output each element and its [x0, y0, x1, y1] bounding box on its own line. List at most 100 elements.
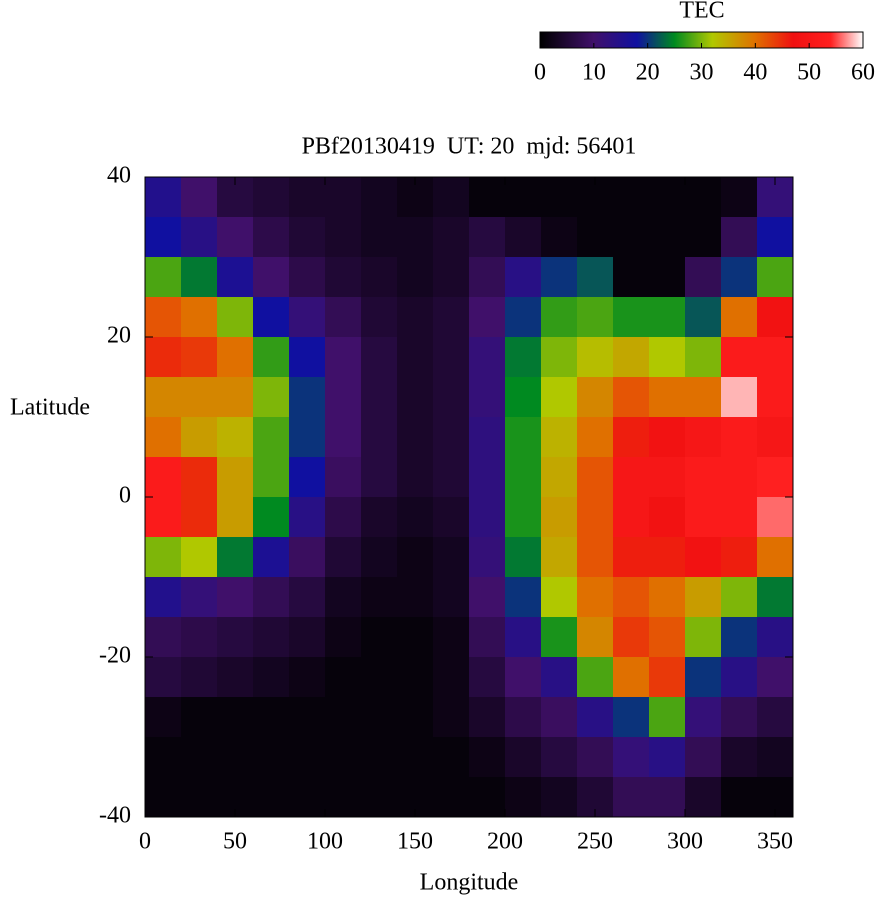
heatmap-cell — [253, 617, 290, 658]
heatmap-cell — [145, 657, 182, 698]
y-tick-label: 0 — [119, 483, 131, 509]
heatmap-cell — [325, 417, 362, 458]
heatmap-cell — [181, 457, 218, 498]
heatmap-cell — [541, 217, 578, 258]
heatmap-cell — [433, 497, 470, 538]
colorbar-tick-label: 60 — [851, 60, 875, 86]
heatmap-cell — [181, 337, 218, 378]
heatmap-cell — [649, 217, 686, 258]
heatmap-cell — [397, 737, 434, 778]
heatmap-cell — [217, 657, 254, 698]
heatmap-cell — [469, 457, 506, 498]
colorbar-label: TEC — [679, 0, 724, 24]
heatmap-cell — [361, 657, 398, 698]
heatmap-cell — [649, 497, 686, 538]
heatmap-cell — [757, 737, 794, 778]
heatmap-cell — [361, 697, 398, 738]
heatmap-cell — [325, 297, 362, 338]
heatmap-cell — [505, 497, 542, 538]
heatmap-cell — [181, 577, 218, 618]
heatmap-cell — [397, 657, 434, 698]
heatmap-cell — [505, 617, 542, 658]
heatmap-cell — [649, 537, 686, 578]
heatmap-cell — [217, 497, 254, 538]
heatmap-cell — [397, 417, 434, 458]
heatmap-cell — [181, 657, 218, 698]
heatmap-cell — [145, 497, 182, 538]
heatmap-cell — [469, 537, 506, 578]
heatmap-cell — [577, 297, 614, 338]
heatmap-cell — [253, 577, 290, 618]
heatmap-cell — [685, 737, 722, 778]
x-tick-label: 100 — [307, 829, 343, 855]
heatmap-cell — [145, 537, 182, 578]
heatmap-cell — [577, 337, 614, 378]
heatmap-cell — [577, 377, 614, 418]
y-tick-label: 20 — [107, 323, 131, 349]
heatmap-cell — [181, 417, 218, 458]
heatmap-cell — [253, 337, 290, 378]
heatmap-cell — [505, 177, 542, 218]
heatmap-cell — [289, 257, 326, 298]
heatmap-cell — [397, 337, 434, 378]
heatmap-cell — [397, 297, 434, 338]
heatmap-cell — [613, 577, 650, 618]
heatmap-cell — [181, 497, 218, 538]
heatmap-cell — [613, 417, 650, 458]
heatmap-cell — [505, 577, 542, 618]
heatmap-cell — [541, 577, 578, 618]
heatmap-cell — [649, 777, 686, 818]
heatmap-cell — [613, 177, 650, 218]
heatmap-cell — [433, 737, 470, 778]
heatmap-cell — [721, 577, 758, 618]
heatmap-cell — [505, 737, 542, 778]
heatmap-cell — [145, 377, 182, 418]
heatmap-cell — [469, 697, 506, 738]
heatmap-cell — [217, 417, 254, 458]
heatmap-cell — [289, 577, 326, 618]
heatmap-cell — [541, 777, 578, 818]
heatmap-cell — [217, 337, 254, 378]
chart-title: PBf20130419 UT: 20 mjd: 56401 — [302, 134, 637, 160]
heatmap-cell — [721, 177, 758, 218]
heatmap-cell — [289, 737, 326, 778]
heatmap-cell — [505, 457, 542, 498]
heatmap-cell — [469, 777, 506, 818]
colorbar-tick-label: 30 — [690, 60, 714, 86]
heatmap-cell — [145, 297, 182, 338]
heatmap-cell — [469, 577, 506, 618]
x-tick-label: 200 — [487, 829, 523, 855]
heatmap-cell — [361, 497, 398, 538]
heatmap-cell — [325, 257, 362, 298]
heatmap-cell — [649, 417, 686, 458]
heatmap-cell — [253, 737, 290, 778]
heatmap-cell — [253, 177, 290, 218]
x-axis-label: Longitude — [420, 870, 519, 896]
heatmap-cell — [181, 217, 218, 258]
heatmap-cell — [613, 377, 650, 418]
heatmap-cell — [541, 257, 578, 298]
heatmap-cell — [289, 537, 326, 578]
heatmap-cell — [289, 657, 326, 698]
heatmap-cell — [649, 297, 686, 338]
heatmap-cell — [685, 617, 722, 658]
x-tick-label: 50 — [223, 829, 247, 855]
heatmap-cell — [613, 617, 650, 658]
heatmap-cell — [613, 537, 650, 578]
heatmap-cell — [613, 697, 650, 738]
heatmap-cell — [721, 617, 758, 658]
heatmap-cell — [253, 497, 290, 538]
heatmap-cell — [541, 617, 578, 658]
heatmap-cell — [181, 777, 218, 818]
heatmap-cell — [541, 657, 578, 698]
heatmap-cell — [649, 657, 686, 698]
heatmap-cell — [577, 217, 614, 258]
heatmap-cell — [613, 257, 650, 298]
heatmap-cell — [757, 537, 794, 578]
heatmap-cell — [721, 457, 758, 498]
heatmap-cell — [397, 497, 434, 538]
heatmap-cell — [433, 417, 470, 458]
heatmap-cell — [217, 457, 254, 498]
heatmap-cell — [325, 177, 362, 218]
